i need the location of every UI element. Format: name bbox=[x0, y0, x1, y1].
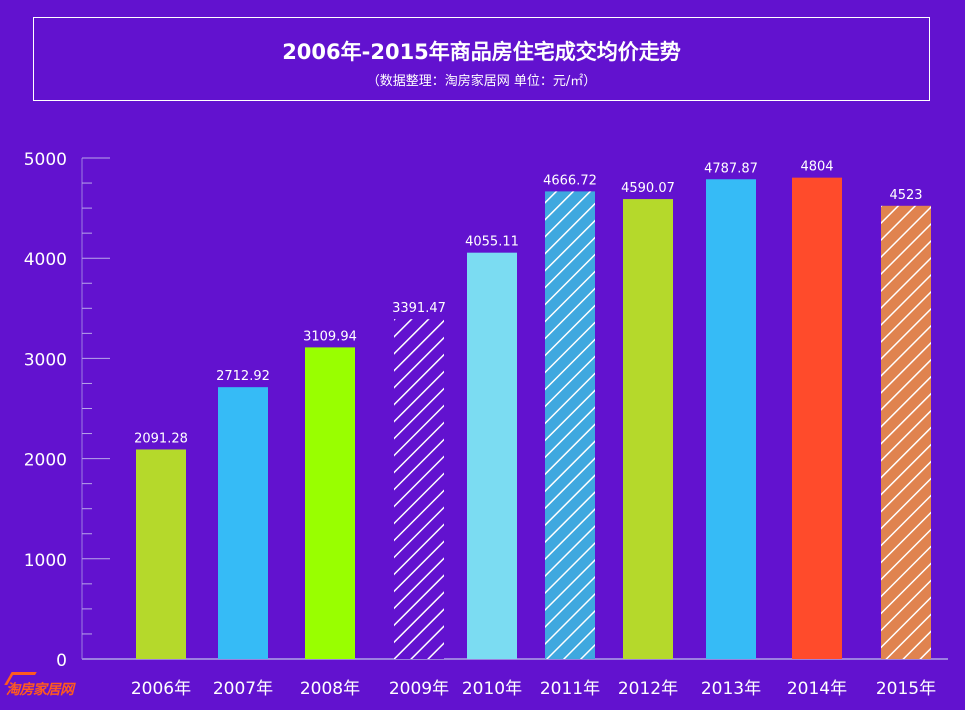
bar-2008年 bbox=[305, 347, 355, 659]
data-label: 4787.87 bbox=[704, 161, 758, 176]
brand-logo: 淘房家居网 bbox=[4, 672, 101, 702]
x-tick-label: 2010年 bbox=[462, 679, 522, 699]
logo-text: 淘房家居网 bbox=[6, 682, 74, 698]
bar-2012年 bbox=[623, 199, 673, 659]
y-tick-label: 4000 bbox=[24, 250, 67, 270]
title-box: 2006年-2015年商品房住宅成交均价走势 （数据整理：淘房家居网 单位：元/… bbox=[33, 17, 930, 101]
x-tick-label: 2009年 bbox=[389, 679, 449, 699]
chart-title: 2006年-2015年商品房住宅成交均价走势 bbox=[282, 40, 681, 64]
x-tick-label: 2008年 bbox=[300, 679, 360, 699]
bar-2011年 bbox=[545, 191, 595, 659]
data-label: 2712.92 bbox=[216, 369, 270, 384]
x-tick-label: 2006年 bbox=[131, 679, 191, 699]
data-label: 4523 bbox=[889, 188, 922, 203]
x-tick-label: 2007年 bbox=[213, 679, 273, 699]
y-tick-label: 0 bbox=[56, 651, 67, 671]
data-label: 4590.07 bbox=[621, 181, 675, 196]
bar-2010年 bbox=[467, 252, 517, 659]
chart-subtitle: （数据整理：淘房家居网 单位：元/㎡） bbox=[366, 74, 597, 89]
y-tick-label: 5000 bbox=[24, 150, 67, 170]
bar-2015年 bbox=[881, 205, 931, 659]
data-label: 4055.11 bbox=[465, 235, 519, 250]
data-label: 4666.72 bbox=[543, 173, 597, 188]
data-label: 3109.94 bbox=[303, 329, 357, 344]
data-label: 2091.28 bbox=[134, 431, 188, 446]
data-label: 3391.47 bbox=[392, 301, 446, 316]
bar-2006年 bbox=[136, 449, 186, 659]
x-tick-label: 2011年 bbox=[540, 679, 600, 699]
bar-2013年 bbox=[706, 179, 756, 659]
y-tick-label: 1000 bbox=[24, 551, 67, 571]
y-tick-label: 2000 bbox=[24, 451, 67, 471]
y-tick-label: 3000 bbox=[24, 350, 67, 370]
x-tick-label: 2012年 bbox=[618, 679, 678, 699]
x-tick-label: 2015年 bbox=[876, 679, 936, 699]
bar-2009年 bbox=[394, 319, 444, 659]
bar-2014年 bbox=[792, 177, 842, 659]
x-tick-label: 2014年 bbox=[787, 679, 847, 699]
x-tick-label: 2013年 bbox=[701, 679, 761, 699]
data-label: 4804 bbox=[800, 160, 833, 175]
bar-2007年 bbox=[218, 387, 268, 659]
